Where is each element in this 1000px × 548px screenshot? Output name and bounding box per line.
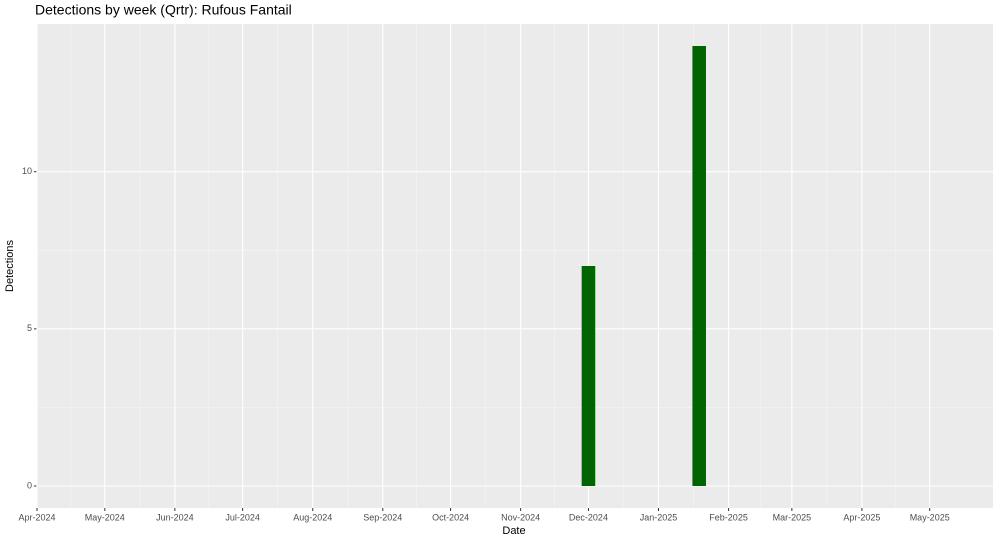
x-tick-label: Aug-2024: [293, 512, 332, 522]
x-tick-label: Sep-2024: [363, 512, 402, 522]
x-tick-label: May-2025: [910, 512, 950, 522]
panel: [37, 24, 993, 508]
x-tick-label: Apr-2024: [18, 512, 55, 522]
chart-title: Detections by week (Qrtr): Rufous Fantai…: [35, 2, 292, 18]
x-tick-label: Feb-2025: [709, 512, 748, 522]
x-tick-label: Oct-2024: [432, 512, 469, 522]
x-tick-label: Nov-2024: [501, 512, 540, 522]
y-tick-label: 5: [27, 323, 32, 333]
y-axis-label: Detections: [4, 240, 16, 292]
x-tick-label: Mar-2025: [773, 512, 812, 522]
x-axis-label: Date: [502, 525, 525, 537]
y-tick-label: 0: [27, 480, 32, 490]
bar: [581, 266, 596, 486]
x-tick-label: Apr-2025: [843, 512, 880, 522]
x-tick-label: May-2024: [85, 512, 125, 522]
x-tick-label: Jul-2024: [225, 512, 260, 522]
x-tick-label: Jan-2025: [640, 512, 678, 522]
y-tick-label: 10: [22, 166, 32, 176]
x-tick-label: Dec-2024: [569, 512, 608, 522]
x-tick-label: Jun-2024: [156, 512, 194, 522]
bar: [692, 46, 706, 486]
